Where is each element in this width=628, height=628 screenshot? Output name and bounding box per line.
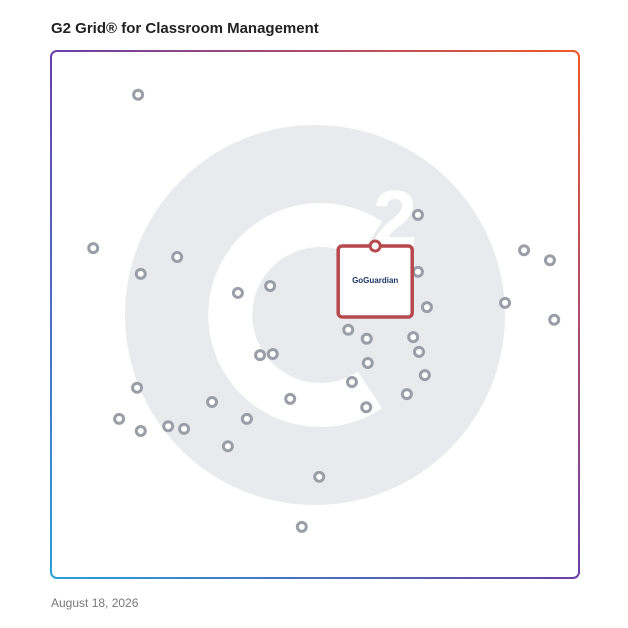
vendor-point [361,356,374,369]
highlight-label: GoGuardian [352,276,398,285]
vendor-point [254,349,267,362]
vendor-point [231,286,244,299]
chart-title: G2 Grid® for Classroom Management [51,20,319,37]
vendor-point [411,265,424,278]
vendor-point [221,440,234,453]
vendor-point [342,323,355,336]
vendor-point [134,424,147,437]
vendor-point [413,345,426,358]
vendor-point [132,88,145,101]
vendor-point [87,242,100,255]
vendor-point [264,280,277,293]
vendor-point [178,422,191,435]
vendor-point [518,244,531,257]
vendor-point [400,388,413,401]
vendor-point [345,375,358,388]
vendor-point [240,412,253,425]
vendor-point [295,520,308,533]
vendor-point [548,313,561,326]
vendor-point [266,348,279,361]
vendor-point [418,369,431,382]
vendor-point [162,420,175,433]
vendor-point [360,332,373,345]
date: August 18, 2026 [51,596,139,610]
vendor-point [206,395,219,408]
vendor-point [411,208,424,221]
vendor-point [171,251,184,264]
vendor-point [134,267,147,280]
vendor-point [113,412,126,425]
vendor-point [131,381,144,394]
vendor-point [499,296,512,309]
vendor-point [360,401,373,414]
vendor-point [420,301,433,314]
vendor-point [407,331,420,344]
highlight-point [368,239,382,253]
vendor-point [284,392,297,405]
vendor-point [313,470,326,483]
vendor-point [543,254,556,267]
